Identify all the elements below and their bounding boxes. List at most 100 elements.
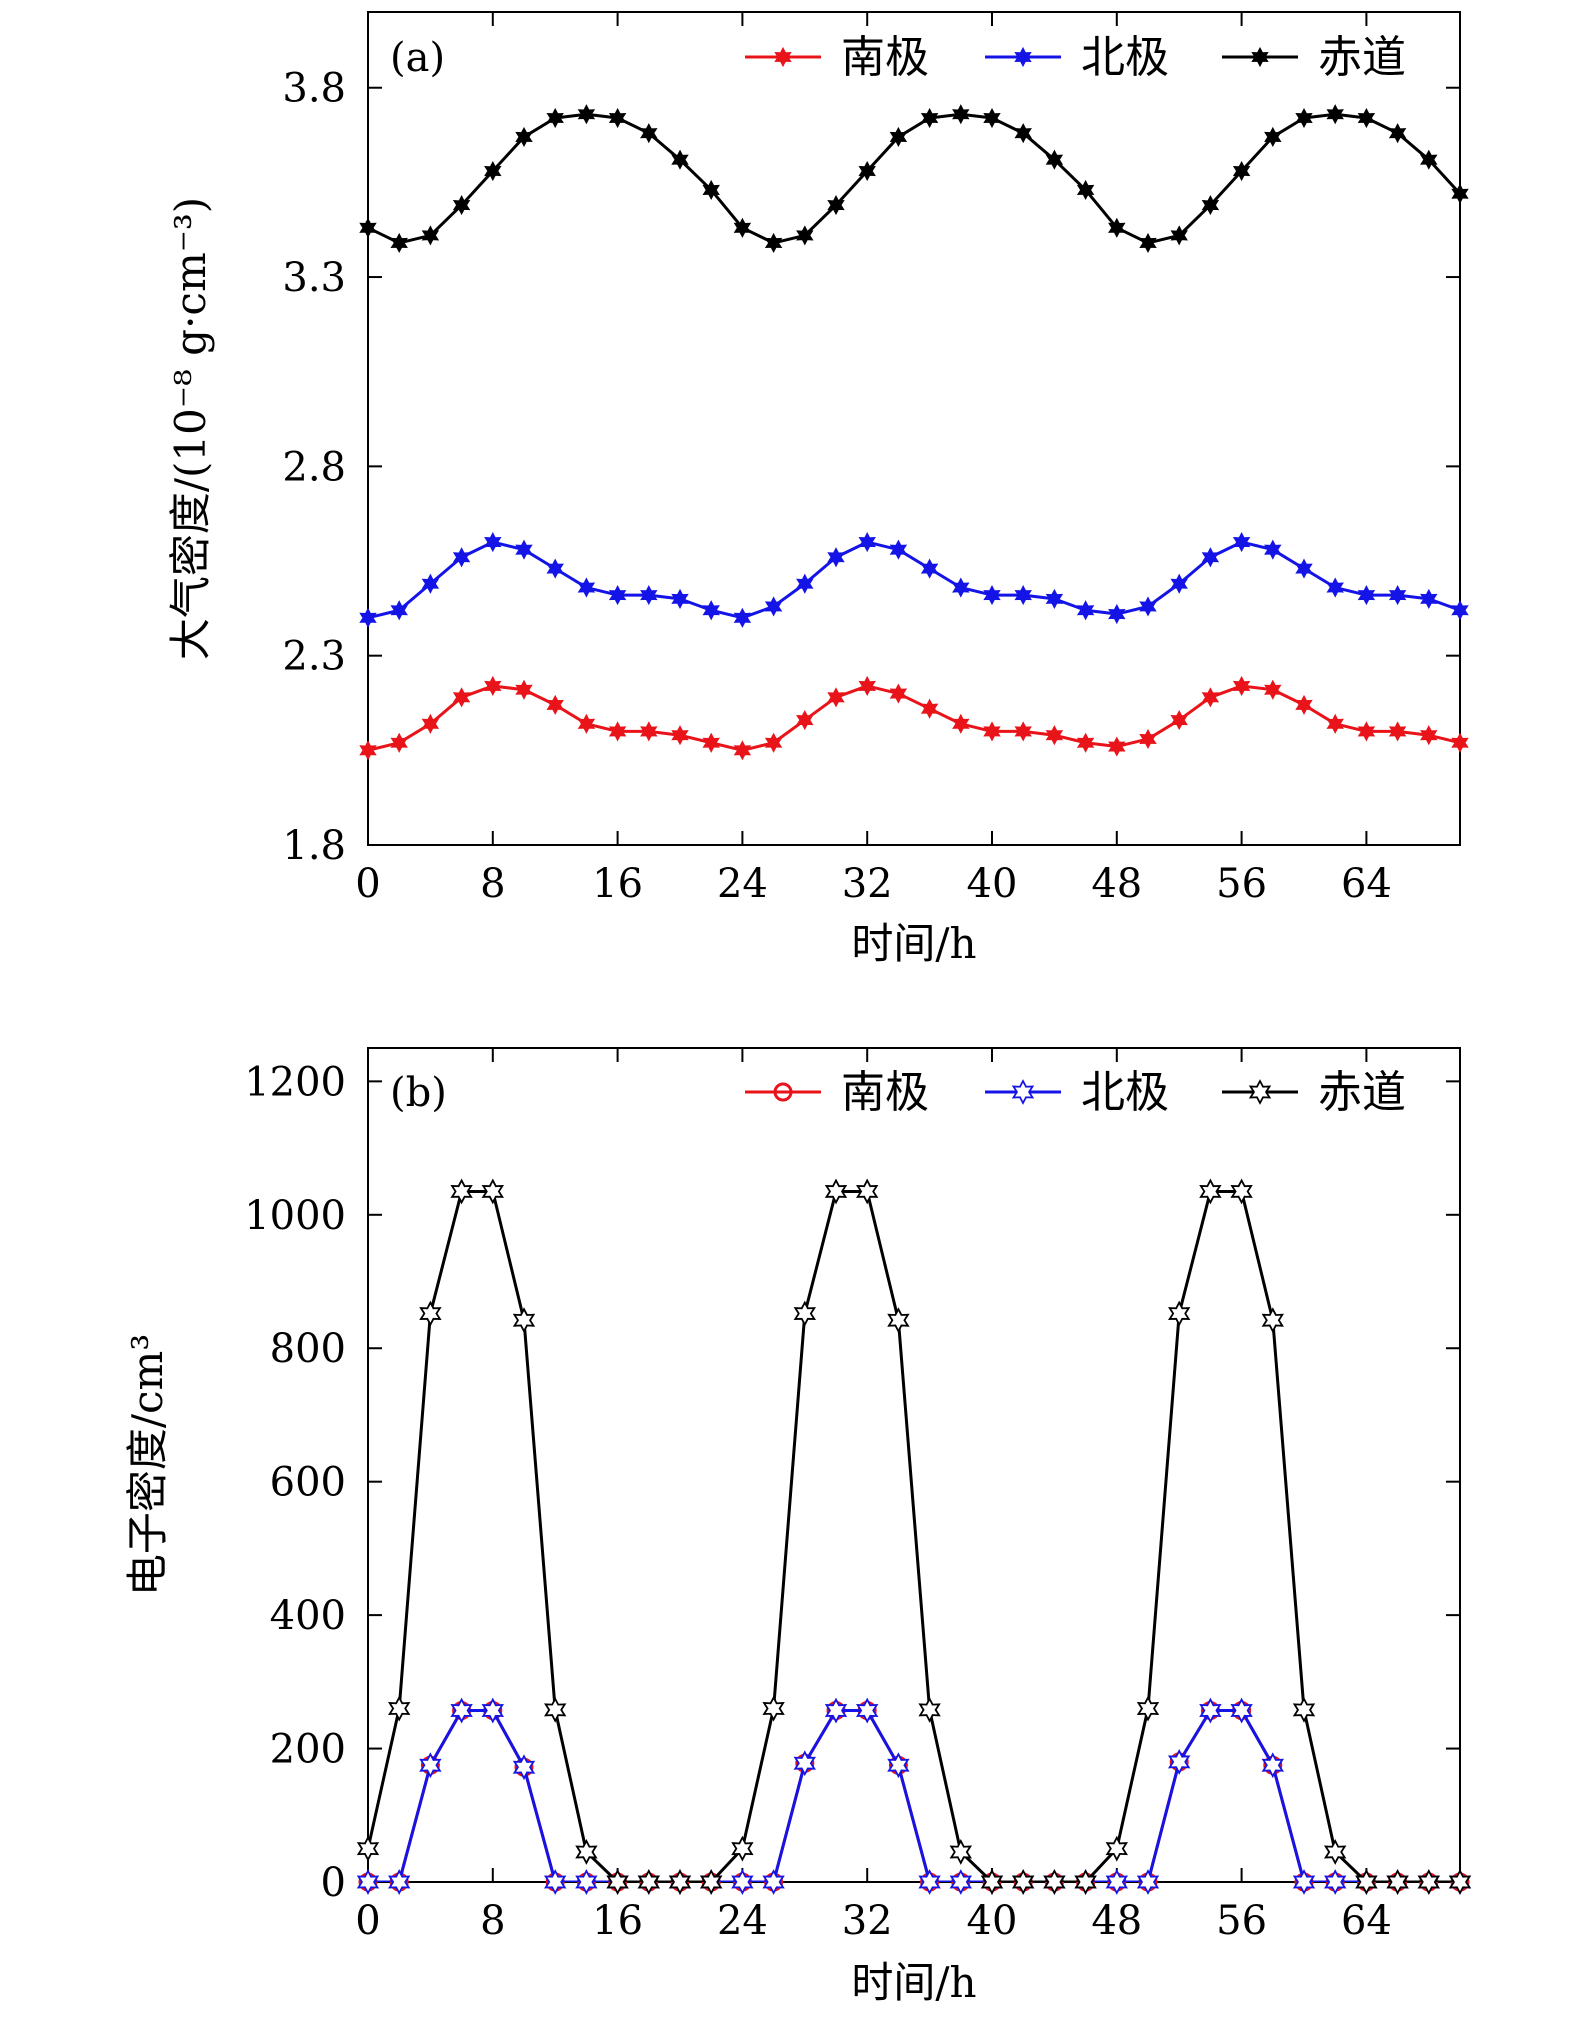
x-tick-label: 24: [717, 1898, 768, 1944]
data-point: [702, 179, 720, 201]
x-tick-label: 48: [1091, 1898, 1142, 1944]
y-tick-label: 0: [321, 1860, 346, 1906]
data-point: [824, 1697, 848, 1724]
data-point: [512, 1307, 536, 1334]
x-tick-label: 32: [842, 861, 893, 907]
data-point: [1232, 532, 1251, 553]
data-point: [1451, 600, 1469, 621]
legend-item: 赤道: [1222, 32, 1406, 83]
legend-swatch-marker: [774, 46, 792, 68]
data-point: [889, 126, 908, 148]
y-axis-label: 大气密度/(10⁻⁸ g·cm⁻³): [166, 197, 215, 660]
data-point: [452, 195, 471, 216]
y-tick-label: 1200: [244, 1059, 346, 1105]
data-point: [1136, 1869, 1160, 1895]
data-point: [980, 1869, 1004, 1895]
data-point: [640, 721, 658, 742]
data-point: [481, 1178, 505, 1205]
y-axis-label: 电子密度/cm³: [123, 1334, 172, 1596]
data-point: [1139, 728, 1157, 750]
series-markers-0: [358, 1701, 1470, 1892]
data-point: [762, 1869, 785, 1895]
data-point: [1292, 1696, 1316, 1723]
data-point: [1201, 687, 1220, 708]
data-point: [1201, 195, 1220, 216]
data-point: [949, 1869, 973, 1895]
data-point: [733, 217, 752, 238]
data-point: [889, 683, 908, 704]
data-point: [671, 588, 689, 609]
data-point: [952, 104, 970, 125]
data-point: [387, 1869, 411, 1895]
legend-label: 北极: [1081, 1067, 1169, 1118]
data-point: [640, 585, 658, 606]
data-point: [1388, 721, 1407, 742]
data-point: [546, 107, 564, 129]
data-point: [983, 107, 1001, 129]
data-point: [1420, 588, 1438, 609]
data-point: [1139, 596, 1157, 617]
data-point: [1139, 232, 1157, 254]
data-point: [1167, 1748, 1191, 1775]
data-point: [452, 687, 471, 708]
data-point: [702, 732, 720, 753]
data-point: [390, 600, 408, 621]
data-point: [1417, 1869, 1441, 1895]
legend-swatch-marker: [1014, 46, 1032, 68]
data-point: [1261, 1307, 1285, 1334]
data-point: [640, 123, 658, 144]
x-tick-label: 8: [480, 861, 505, 907]
data-point: [920, 698, 939, 719]
plot-frame: [367, 11, 1461, 846]
data-point: [359, 217, 377, 238]
series-markers-2: [356, 1178, 1472, 1895]
data-point: [920, 558, 939, 579]
data-point: [1357, 107, 1376, 129]
data-point: [450, 1178, 473, 1205]
data-point: [1357, 721, 1376, 742]
data-point: [668, 1869, 692, 1895]
data-point: [356, 1835, 380, 1862]
data-point: [1201, 547, 1220, 568]
data-point: [1199, 1697, 1222, 1724]
data-point: [1170, 225, 1188, 246]
data-point: [1386, 1869, 1409, 1895]
x-tick-label: 48: [1091, 861, 1142, 907]
data-point: [608, 585, 627, 606]
data-point: [421, 225, 440, 246]
series-0: [368, 684, 1460, 752]
data-point: [983, 585, 1001, 606]
data-point: [1167, 1300, 1191, 1327]
data-point: [1043, 1869, 1066, 1895]
series-2: [368, 112, 1460, 245]
data-point: [1448, 1869, 1472, 1895]
legend-label: 赤道: [1318, 32, 1406, 83]
data-point: [515, 539, 533, 560]
data-point: [1076, 179, 1095, 201]
data-point: [796, 709, 814, 731]
data-point: [484, 160, 502, 182]
y-tick-label: 600: [270, 1460, 346, 1506]
data-point: [1295, 107, 1313, 129]
data-point: [1074, 1869, 1097, 1895]
data-point: [515, 126, 533, 148]
data-point: [359, 607, 377, 628]
data-point: [543, 1869, 567, 1895]
series-line: [368, 112, 1460, 245]
data-point: [796, 573, 814, 594]
data-point: [824, 1178, 848, 1205]
data-point: [1108, 603, 1126, 625]
data-point: [1232, 160, 1251, 182]
panel-b: 0 8 16 24 32 40 48 56 64 0 200 400 600 800 1000 1200 时间/…: [123, 1047, 1472, 2007]
data-point: [1420, 725, 1438, 746]
y-tick-label: 200: [270, 1727, 346, 1773]
data-point: [577, 577, 596, 598]
series-markers-1: [356, 1697, 1472, 1895]
data-point: [1326, 577, 1344, 598]
series-2: [368, 1189, 1460, 1882]
x-tick-label: 40: [967, 861, 1018, 907]
x-tick-label: 0: [355, 1898, 380, 1944]
data-point: [952, 577, 970, 598]
data-point: [887, 1307, 910, 1334]
series-markers-2: [359, 104, 1469, 254]
